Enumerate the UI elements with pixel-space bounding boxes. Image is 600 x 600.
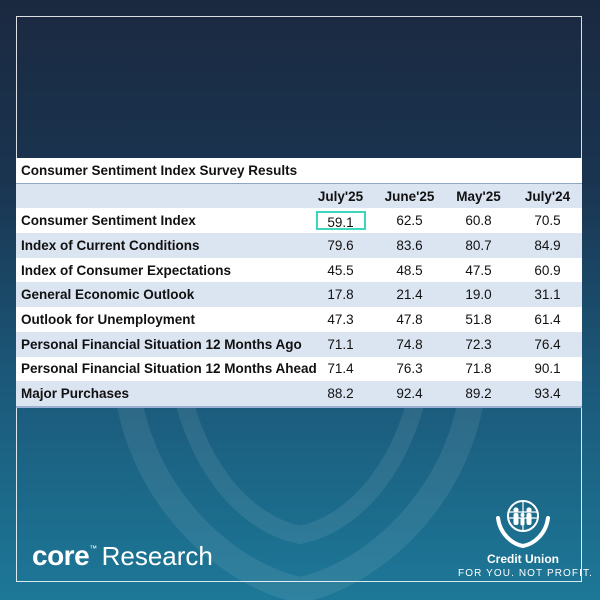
table-row: Consumer Sentiment Index 59.1 62.5 60.8 70.5 xyxy=(16,208,582,234)
value-cell: 83.6 xyxy=(375,233,444,258)
brand-trademark: ™ xyxy=(89,544,98,553)
table-row: Index of Current Conditions 79.6 83.6 80.7 8… xyxy=(16,233,582,258)
value-cell: 21.4 xyxy=(375,282,444,308)
value-cell: 93.4 xyxy=(513,381,582,406)
row-label: Personal Financial Situation 12 Months A… xyxy=(16,331,306,357)
credit-union-tagline: FOR YOU. NOT PROFIT. xyxy=(458,568,593,579)
value-cell: 47.3 xyxy=(306,307,375,332)
value-cell: 60.9 xyxy=(513,257,582,283)
value-cell: 61.4 xyxy=(513,307,582,332)
value-cell: 88.2 xyxy=(306,381,375,406)
highlighted-value: 59.1 xyxy=(315,211,366,231)
value-cell: 62.5 xyxy=(375,208,444,234)
column-header: May'25 xyxy=(444,183,513,209)
table-row: General Economic Outlook 17.8 21.4 19.0 31.1 xyxy=(16,282,582,308)
value-cell: 74.8 xyxy=(375,331,444,357)
value-cell: 71.8 xyxy=(444,356,513,382)
value-cell: 89.2 xyxy=(444,381,513,406)
survey-results-table: Consumer Sentiment Index Survey Results … xyxy=(16,158,582,406)
header-blank-cell xyxy=(16,183,306,209)
value-cell: 84.9 xyxy=(513,233,582,258)
brand-core-text: core xyxy=(32,540,90,571)
row-label: Consumer Sentiment Index xyxy=(16,208,306,234)
table-title-row: Consumer Sentiment Index Survey Results xyxy=(16,158,582,184)
value-cell: 79.6 xyxy=(306,233,375,258)
column-header: July'24 xyxy=(513,183,582,209)
table-title: Consumer Sentiment Index Survey Results xyxy=(16,158,582,184)
survey-results-table-panel: Consumer Sentiment Index Survey Results … xyxy=(16,158,582,408)
row-label: Outlook for Unemployment xyxy=(16,307,306,332)
value-cell: 90.1 xyxy=(513,356,582,382)
value-cell: 71.1 xyxy=(306,331,375,357)
column-header: June'25 xyxy=(375,183,444,209)
value-cell: 71.4 xyxy=(306,356,375,382)
row-label: Major Purchases xyxy=(16,381,306,406)
value-cell: 51.8 xyxy=(444,307,513,332)
table-header-row: July'25 June'25 May'25 July'24 xyxy=(16,183,582,209)
value-cell: 47.8 xyxy=(375,307,444,332)
value-cell: 31.1 xyxy=(513,282,582,308)
value-cell: 70.5 xyxy=(513,208,582,234)
highlighted-value-cell: 59.1 xyxy=(306,208,375,234)
table-row: Outlook for Unemployment 47.3 47.8 51.8 61.4 xyxy=(16,307,582,332)
credit-union-name: Credit Union xyxy=(487,552,559,566)
value-cell: 48.5 xyxy=(375,257,444,283)
row-label: Personal Financial Situation 12 Months A… xyxy=(16,356,317,382)
value-cell: 72.3 xyxy=(444,331,513,357)
row-label: Index of Consumer Expectations xyxy=(16,257,306,283)
core-research-logo: core™ Research xyxy=(32,540,213,572)
value-cell: 45.5 xyxy=(306,257,375,283)
row-label: General Economic Outlook xyxy=(16,282,306,308)
brand-research-text: Research xyxy=(101,541,213,571)
table-row: Major Purchases 88.2 92.4 89.2 93.4 xyxy=(16,381,582,406)
value-cell: 17.8 xyxy=(306,282,375,308)
table-row: Personal Financial Situation 12 Months A… xyxy=(16,331,582,357)
value-cell: 76.3 xyxy=(375,356,444,382)
value-cell: 76.4 xyxy=(513,331,582,357)
hands-holding-family-globe-icon xyxy=(496,500,550,549)
column-header: July'25 xyxy=(306,183,375,209)
table-row: Personal Financial Situation 12 Months A… xyxy=(16,356,582,382)
value-cell: 47.5 xyxy=(444,257,513,283)
value-cell: 60.8 xyxy=(444,208,513,234)
value-cell: 92.4 xyxy=(375,381,444,406)
credit-union-logo: Credit Union FOR YOU. NOT PROFIT. xyxy=(458,498,593,588)
value-cell: 19.0 xyxy=(444,282,513,308)
row-label: Index of Current Conditions xyxy=(16,233,306,258)
value-cell: 80.7 xyxy=(444,233,513,258)
table-row: Index of Consumer Expectations 45.5 48.5 47… xyxy=(16,257,582,283)
background-hands-watermark-icon xyxy=(117,385,483,600)
